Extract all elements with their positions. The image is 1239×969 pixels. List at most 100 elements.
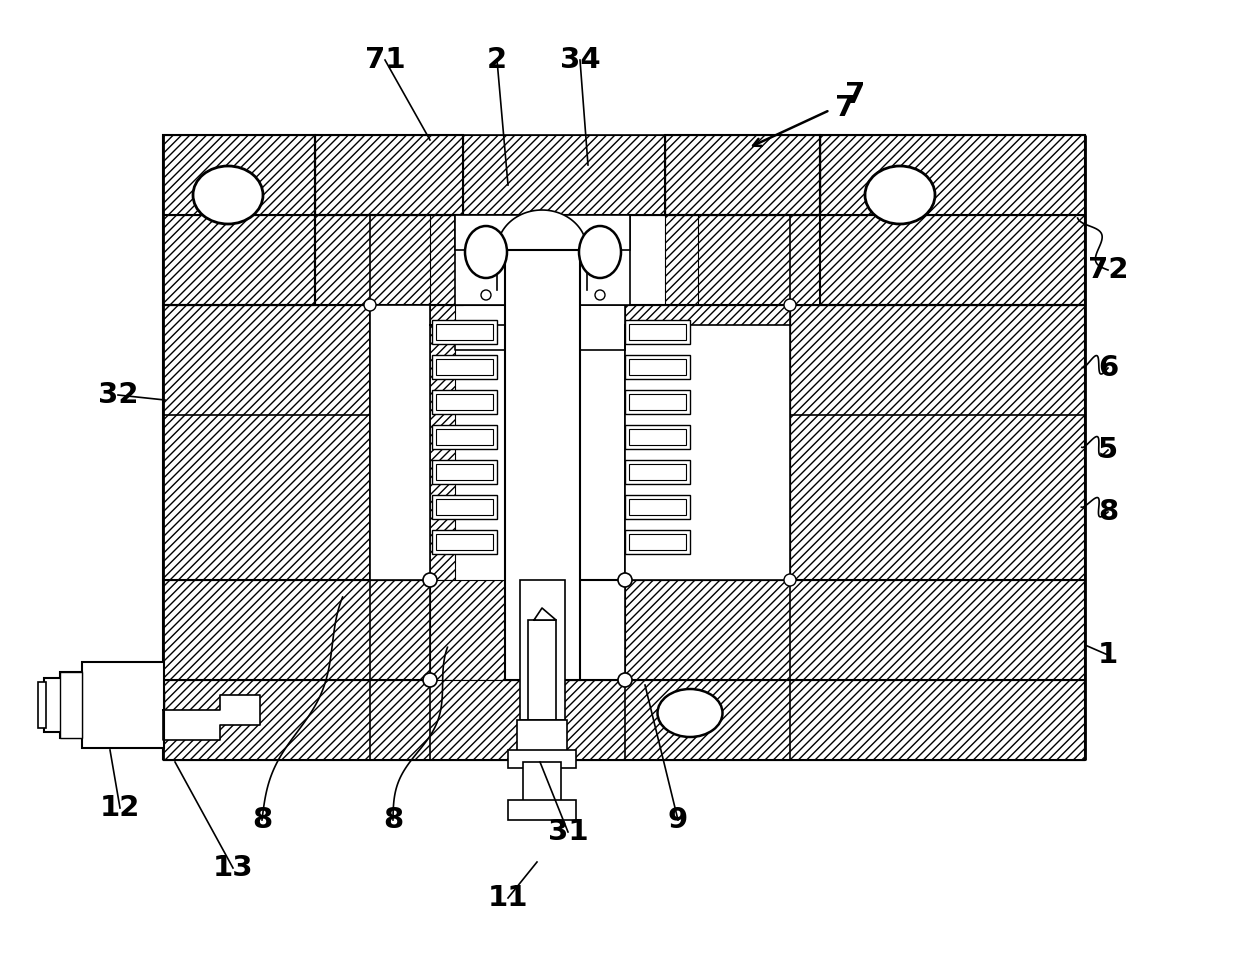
Ellipse shape <box>579 226 621 278</box>
Bar <box>624 305 790 580</box>
Polygon shape <box>164 695 260 740</box>
Ellipse shape <box>193 166 263 224</box>
Bar <box>665 135 820 215</box>
Bar <box>520 580 565 720</box>
Circle shape <box>535 673 549 687</box>
Circle shape <box>784 574 795 586</box>
Bar <box>624 460 690 484</box>
Bar <box>45 678 62 732</box>
Bar <box>436 499 493 515</box>
Text: 13: 13 <box>213 854 253 882</box>
Text: 31: 31 <box>548 818 589 846</box>
Bar <box>528 620 556 720</box>
Ellipse shape <box>865 166 935 224</box>
Circle shape <box>618 573 632 587</box>
Bar <box>164 580 430 680</box>
Bar <box>508 750 576 768</box>
Text: 8: 8 <box>1098 498 1118 526</box>
Bar <box>629 534 686 550</box>
Circle shape <box>364 299 375 311</box>
Circle shape <box>422 673 437 687</box>
Bar <box>506 250 580 680</box>
Text: 11: 11 <box>488 884 528 912</box>
Bar <box>624 580 1085 680</box>
Bar <box>517 720 567 762</box>
Bar <box>370 305 455 580</box>
Bar <box>624 495 690 519</box>
Bar <box>523 762 561 802</box>
Bar <box>432 425 497 449</box>
Text: 34: 34 <box>560 46 601 74</box>
Bar <box>436 429 493 445</box>
Bar <box>508 800 576 820</box>
Circle shape <box>595 290 605 300</box>
Polygon shape <box>497 210 587 250</box>
Polygon shape <box>370 305 506 580</box>
Text: 7: 7 <box>845 81 865 109</box>
Bar <box>790 305 1085 580</box>
Circle shape <box>481 290 491 300</box>
Bar <box>698 215 1085 305</box>
Bar <box>164 135 315 305</box>
Bar <box>436 324 493 340</box>
Bar <box>432 530 497 554</box>
Text: 1: 1 <box>1098 641 1118 669</box>
Text: 5: 5 <box>1098 436 1118 464</box>
Bar <box>315 135 463 215</box>
Bar <box>575 215 629 305</box>
Bar <box>624 390 690 414</box>
Bar <box>463 135 665 215</box>
Bar <box>624 425 690 449</box>
Text: 7: 7 <box>835 94 855 122</box>
Bar <box>164 680 1085 760</box>
Bar <box>436 359 493 375</box>
Text: 6: 6 <box>1098 354 1118 382</box>
Bar <box>432 495 497 519</box>
Bar <box>820 135 1085 305</box>
Bar <box>820 135 1085 305</box>
Bar <box>432 460 497 484</box>
Bar <box>315 135 463 215</box>
Bar <box>436 534 493 550</box>
Bar <box>430 580 506 680</box>
Polygon shape <box>580 305 790 580</box>
Bar <box>455 215 510 305</box>
Bar <box>455 215 629 250</box>
Bar <box>629 324 686 340</box>
Text: 2: 2 <box>487 46 507 74</box>
Bar <box>59 672 82 738</box>
Bar <box>315 215 463 305</box>
Bar <box>665 215 820 305</box>
Ellipse shape <box>465 226 507 278</box>
Bar <box>624 530 690 554</box>
Bar <box>38 682 46 728</box>
Text: 72: 72 <box>1088 256 1129 284</box>
Text: 8: 8 <box>383 806 403 834</box>
Bar <box>624 320 690 344</box>
Text: 9: 9 <box>668 806 688 834</box>
Bar <box>432 320 497 344</box>
Bar <box>432 355 497 379</box>
Bar <box>629 464 686 480</box>
Ellipse shape <box>658 689 722 737</box>
Bar <box>629 394 686 410</box>
Text: 71: 71 <box>364 46 405 74</box>
Bar <box>624 355 690 379</box>
Bar <box>432 390 497 414</box>
Bar <box>629 499 686 515</box>
Text: 8: 8 <box>252 806 273 834</box>
Bar <box>164 305 370 580</box>
Bar <box>59 672 82 738</box>
Bar <box>436 464 493 480</box>
Text: 12: 12 <box>100 794 140 822</box>
Polygon shape <box>534 608 556 620</box>
Bar <box>665 135 820 215</box>
Text: 32: 32 <box>98 381 139 409</box>
Bar <box>82 662 164 748</box>
Circle shape <box>784 299 795 311</box>
Circle shape <box>422 573 437 587</box>
Bar <box>82 690 164 718</box>
Bar <box>436 394 493 410</box>
Bar <box>629 359 686 375</box>
Bar <box>164 215 430 305</box>
